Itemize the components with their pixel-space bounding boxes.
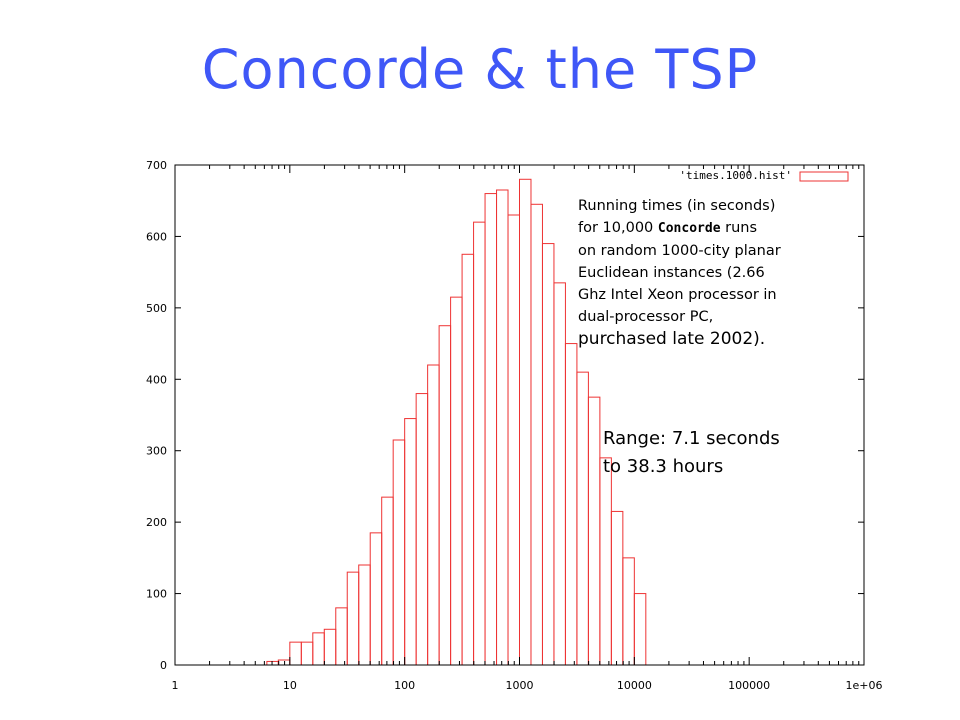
histogram-bar <box>553 282 566 666</box>
annotation-concorde-code: Concorde <box>657 221 721 236</box>
histogram-bar <box>346 571 360 666</box>
y-tick-label: 700 <box>146 159 167 172</box>
chart-annotation: Running times (in seconds) for 10,000 Co… <box>578 195 878 350</box>
legend-entry-label: 'times.1000.hist' <box>679 169 792 182</box>
histogram-bar <box>622 557 635 666</box>
x-tick-label: 10 <box>283 679 297 692</box>
annotation-line-6: dual-processor PC, <box>578 309 714 325</box>
histogram-bar <box>266 660 279 666</box>
histogram-bar <box>300 641 314 666</box>
y-tick-label: 500 <box>146 302 167 315</box>
histogram-bar <box>633 593 647 666</box>
range-note: Range: 7.1 seconds to 38.3 hours <box>603 425 863 481</box>
histogram-bar <box>587 396 601 666</box>
histogram-bar <box>576 371 589 666</box>
x-tick-label: 1e+06 <box>846 679 883 692</box>
y-tick-label: 0 <box>160 659 167 672</box>
y-tick-label: 600 <box>146 230 167 243</box>
histogram-bar <box>415 393 429 666</box>
annotation-line-2-post: runs <box>720 220 758 236</box>
histogram-bar <box>438 325 452 666</box>
histogram-bar <box>599 457 612 666</box>
annotation-line-7: purchased late 2002). <box>578 329 766 349</box>
histogram-bar <box>381 496 394 666</box>
histogram-bar <box>335 607 348 666</box>
histogram-bar <box>541 243 555 666</box>
histogram-bar <box>610 510 624 666</box>
histogram-bar <box>530 203 543 666</box>
annotation-line-2: for 10,000 Concorde runs <box>578 217 878 240</box>
y-tick-label: 200 <box>146 516 167 529</box>
range-note-line-1: Range: 7.1 seconds <box>603 428 780 449</box>
histogram-chart: 0 100 200 300 400 500 600 700 1 10 100 1000 10000 10… <box>146 159 883 692</box>
annotation-line-4: Euclidean instances (2.66 <box>578 265 765 281</box>
range-note-line-2: to 38.3 hours <box>603 456 724 477</box>
y-tick-label: 400 <box>146 373 167 386</box>
histogram-bar <box>289 641 302 666</box>
legend: 'times.1000.hist' <box>679 169 849 182</box>
histogram-bar <box>450 296 463 666</box>
annotation-line-3: on random 1000-city planar <box>578 243 781 259</box>
histogram-bar <box>473 221 486 666</box>
x-tick-label: 100 <box>394 679 415 692</box>
histogram-bar <box>484 193 498 666</box>
histogram-bar <box>369 532 383 666</box>
x-tick-label: 1000 <box>506 679 534 692</box>
x-tick-label: 100000 <box>728 679 770 692</box>
histogram-bar <box>404 418 417 666</box>
x-tick-label: 10000 <box>617 679 652 692</box>
y-tick-label: 100 <box>146 588 167 601</box>
histogram-bar <box>496 189 509 666</box>
histogram-bar <box>461 253 475 666</box>
x-tick-label: 1 <box>172 679 179 692</box>
y-axis: 0 100 200 300 400 500 600 700 <box>146 159 864 672</box>
histogram-bar <box>564 343 578 666</box>
annotation-line-2-pre: for 10,000 <box>578 220 658 236</box>
annotation-line-5: Ghz Intel Xeon processor in <box>578 287 777 303</box>
histogram-bar <box>358 564 371 666</box>
histogram-bar <box>323 628 337 666</box>
annotation-line-1: Running times (in seconds) <box>578 198 776 214</box>
histogram-bar <box>519 178 532 666</box>
legend-swatch <box>799 171 849 182</box>
y-tick-label: 300 <box>146 445 167 458</box>
histogram-bar <box>507 214 521 666</box>
histogram-bar <box>427 364 440 666</box>
slide-title: Concorde & the TSP <box>201 38 759 101</box>
x-axis: 1 10 100 1000 10000 100000 1e+06 <box>172 165 883 692</box>
histogram-bar <box>312 632 325 666</box>
histogram-bar <box>392 439 406 666</box>
